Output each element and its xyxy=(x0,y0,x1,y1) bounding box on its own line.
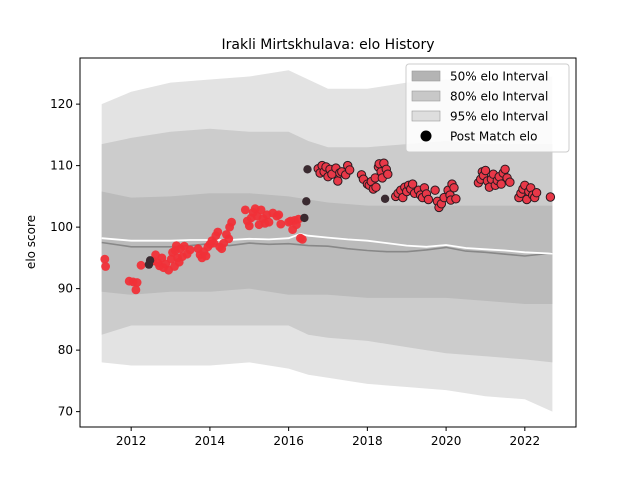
post-match-point xyxy=(245,222,254,231)
post-match-point xyxy=(241,206,250,215)
x-tick-label: 2018 xyxy=(352,434,383,448)
band-50-interval xyxy=(102,192,553,305)
legend-swatch xyxy=(412,91,440,101)
legend-entry-label: 80% elo Interval xyxy=(450,90,548,104)
post-match-point xyxy=(372,183,380,191)
post-match-point xyxy=(224,234,233,243)
post-match-point xyxy=(202,252,211,261)
x-tick-label: 2020 xyxy=(431,434,462,448)
post-match-point xyxy=(172,241,181,250)
y-tick-label: 70 xyxy=(58,405,73,419)
x-tick-label: 2016 xyxy=(273,434,304,448)
post-match-point xyxy=(227,218,236,227)
post-match-point xyxy=(381,195,389,203)
post-match-point xyxy=(274,210,283,219)
legend-swatch xyxy=(412,111,440,121)
post-match-point xyxy=(132,286,141,295)
legend-marker xyxy=(421,131,432,142)
post-match-point xyxy=(424,195,432,203)
x-tick-label: 2012 xyxy=(116,434,147,448)
post-match-point xyxy=(276,220,285,229)
post-match-point xyxy=(133,278,142,287)
y-tick-label: 80 xyxy=(58,343,73,357)
post-match-point xyxy=(186,246,195,255)
post-match-point xyxy=(303,165,311,173)
post-match-point xyxy=(300,214,308,222)
post-match-point xyxy=(532,189,540,197)
post-match-point xyxy=(384,170,392,178)
post-match-point xyxy=(450,184,458,192)
post-match-point xyxy=(506,178,514,186)
post-match-point xyxy=(302,197,310,205)
post-match-point xyxy=(137,261,146,270)
post-match-point xyxy=(334,177,342,185)
y-axis-label: elo score xyxy=(24,215,38,269)
post-match-point xyxy=(452,195,460,203)
post-match-point xyxy=(501,165,509,173)
chart-title: Irakli Mirtskhulava: elo History xyxy=(222,37,435,53)
x-tick-label: 2022 xyxy=(510,434,541,448)
legend-entry-label: Post Match elo xyxy=(450,130,537,144)
post-match-point xyxy=(213,228,222,237)
post-match-point xyxy=(101,262,110,271)
legend-entry-label: 95% elo Interval xyxy=(450,110,548,124)
y-tick-label: 110 xyxy=(50,159,73,173)
x-tick-label: 2014 xyxy=(195,434,226,448)
post-match-point xyxy=(481,166,489,174)
post-match-point xyxy=(546,193,554,201)
legend-entry-label: 50% elo Interval xyxy=(450,70,548,84)
y-tick-label: 100 xyxy=(50,220,73,234)
post-match-point xyxy=(298,235,307,244)
legend-swatch xyxy=(412,71,440,81)
legend: 50% elo Interval 80% elo Interval 95% elo … xyxy=(406,64,569,152)
post-match-point xyxy=(431,186,439,194)
y-tick-label: 90 xyxy=(58,282,73,296)
post-match-point xyxy=(146,256,154,264)
y-tick-label: 120 xyxy=(50,97,73,111)
post-match-point xyxy=(346,166,354,174)
post-match-point xyxy=(265,218,274,227)
